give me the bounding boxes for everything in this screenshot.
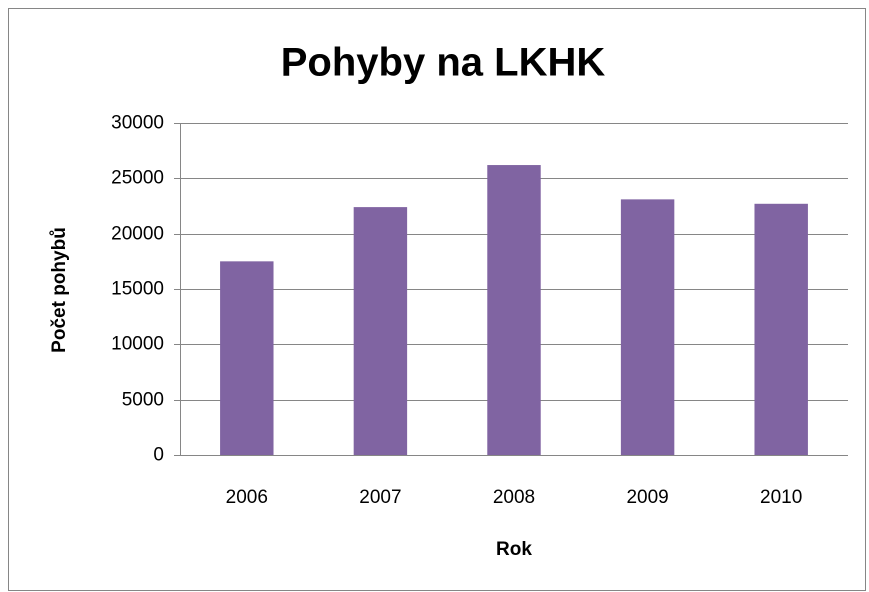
y-tick-label: 15000 [111, 279, 164, 300]
y-tick-label: 30000 [111, 113, 164, 134]
y-axis-label: Počet pohybů [49, 227, 70, 353]
bar [353, 207, 408, 455]
x-axis-label: Rok [496, 539, 532, 560]
y-tick-label: 20000 [111, 224, 164, 245]
x-tick-label: 2006 [226, 487, 268, 508]
bar [487, 165, 541, 455]
x-tick-label: 2008 [493, 487, 535, 508]
x-tick-label: 2010 [760, 487, 802, 508]
bar [220, 261, 274, 455]
chart-frame [8, 8, 866, 591]
bar [754, 203, 808, 455]
x-tick-label: 2007 [359, 487, 401, 508]
chart-title: Pohyby na LKHK [281, 41, 606, 85]
y-tick-label: 0 [153, 445, 164, 466]
y-tick-label: 25000 [111, 168, 164, 189]
y-tick-label: 10000 [111, 334, 164, 355]
bar [620, 199, 675, 455]
x-tick-label: 2009 [626, 487, 668, 508]
y-tick-label: 5000 [122, 390, 164, 411]
